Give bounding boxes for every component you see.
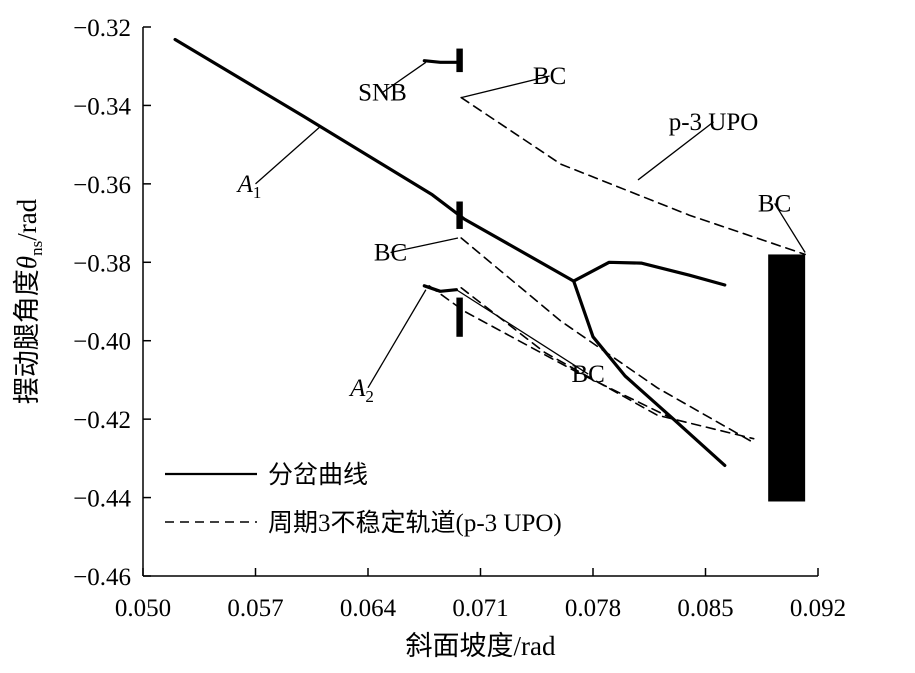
bifurcation-branch-line: [422, 59, 458, 64]
x-tick-label: 0.078: [565, 595, 621, 622]
annotation-label: BC: [374, 239, 407, 266]
annotation-leader: [461, 75, 550, 99]
y-axis-title-unit: /rad: [12, 198, 42, 240]
y-tick-label: −0.40: [73, 329, 131, 356]
x-tick-label: 0.092: [790, 595, 846, 622]
y-axis-title: 摆动腿角度θns/rad: [12, 198, 46, 404]
annotation-leader: [456, 289, 589, 375]
annotation-subscript: 2: [365, 387, 374, 406]
annotation-label: A2: [348, 375, 374, 406]
y-tick-label: −0.46: [73, 564, 131, 591]
annotation-leader: [774, 203, 806, 253]
annotation-leader: [390, 237, 459, 254]
bifurcation-branch-line: [572, 260, 727, 287]
chaotic-band: [456, 48, 463, 73]
axes: 0.050 0.057 0.064 0.071 0.078 0.085 0.092 −0.32…: [12, 15, 846, 661]
x-tick-label: 0.085: [677, 595, 733, 622]
y-tick-label: −0.42: [73, 407, 131, 434]
bifurcation-branch-line: [422, 284, 458, 293]
y-axis-title-subscript: ns: [27, 241, 46, 256]
chaotic-bands: [456, 48, 806, 502]
annotation-leader: [382, 61, 427, 94]
upo-branch-line: [460, 287, 755, 440]
x-tick-label: 0.050: [115, 595, 171, 622]
annotation-label: SNB: [358, 79, 407, 106]
y-tick-label: −0.32: [73, 15, 131, 42]
annotation-label: BC: [758, 190, 791, 217]
upo-branch-line: [460, 96, 806, 256]
upo-branch-line: [460, 237, 755, 444]
annotation-leader: [637, 121, 714, 181]
bifurcation-branch-line: [173, 37, 576, 283]
y-axis-title-symbol: θ: [12, 256, 42, 269]
y-tick-label: −0.36: [73, 172, 131, 199]
x-tick-label: 0.057: [227, 595, 283, 622]
y-tick-label: −0.34: [73, 93, 131, 120]
legend-label: 分岔曲线: [268, 461, 368, 489]
annotation-label: BC: [533, 63, 566, 90]
annotation-leader: [255, 126, 321, 185]
annotation-subscript: 1: [253, 183, 262, 202]
annotation-label: BC: [571, 361, 604, 388]
annotation-label: A1: [236, 171, 262, 202]
y-tick-label: −0.38: [73, 250, 131, 277]
x-tick-label: 0.064: [340, 595, 397, 622]
chaotic-band: [456, 297, 463, 337]
annotation-label: p-3 UPO: [669, 109, 759, 136]
y-tick-label: −0.44: [73, 486, 131, 513]
annotation-leader: [367, 289, 427, 389]
upo-branch-line: [428, 285, 675, 420]
curves: [173, 37, 806, 467]
bifurcation-branch-line: [572, 279, 727, 467]
annotations: SNB BC p-3 UPO BC BC BC A1 A2: [236, 61, 806, 406]
y-axis-title-main: 摆动腿角度: [12, 269, 42, 404]
legend-label: 周期3不稳定轨道(p-3 UPO): [268, 509, 562, 537]
chaotic-band: [768, 254, 806, 502]
x-axis-title: 斜面坡度/rad: [406, 631, 556, 661]
x-tick-label: 0.071: [452, 595, 508, 622]
